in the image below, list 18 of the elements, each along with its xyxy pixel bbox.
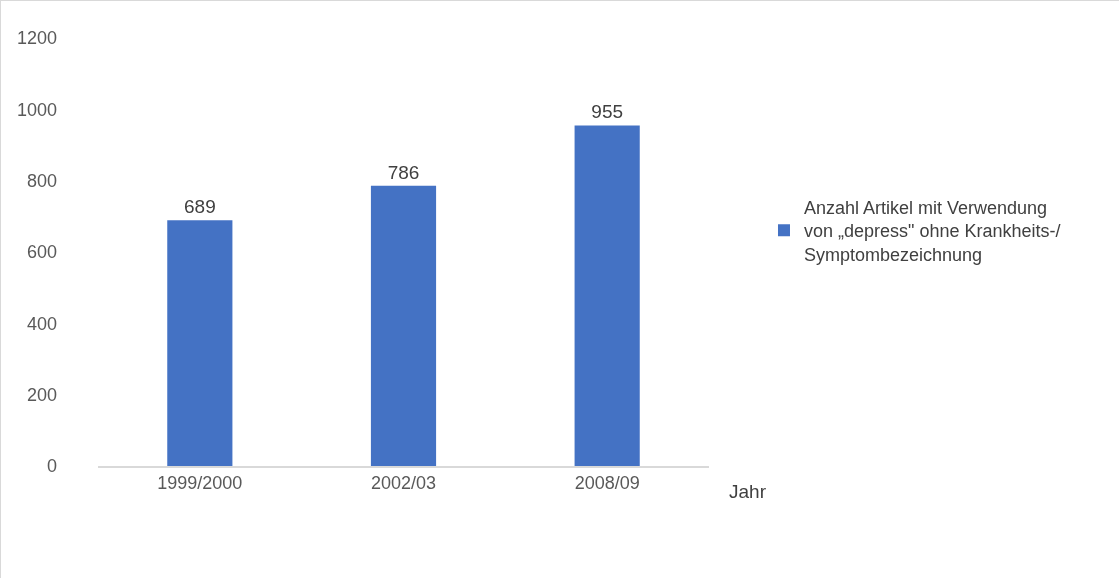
data-label: 955 <box>591 101 624 123</box>
y-tick-label: 200 <box>26 384 57 405</box>
y-tick-label: 400 <box>26 313 57 334</box>
y-tick-label: 600 <box>26 242 57 263</box>
bar <box>167 220 233 466</box>
y-tick-label: 800 <box>26 170 57 191</box>
y-tick-label: 1000 <box>16 99 57 120</box>
x-tick-label: 2008/09 <box>574 473 640 494</box>
x-tick-label: 2002/03 <box>370 473 437 494</box>
legend-label: Anzahl Artikel mit Verwendung von „depress" ohne Krankheits-/ Symptombezeichnung <box>803 197 1061 265</box>
data-label: 689 <box>183 196 216 218</box>
y-tick-label: 0 <box>46 456 57 477</box>
data-label: 786 <box>387 161 420 183</box>
x-tick-label: 1999/2000 <box>157 473 243 494</box>
x-axis-title: Jahr <box>729 481 767 502</box>
bar <box>370 185 437 466</box>
bar <box>574 125 640 466</box>
y-tick-label: 1200 <box>16 28 57 49</box>
